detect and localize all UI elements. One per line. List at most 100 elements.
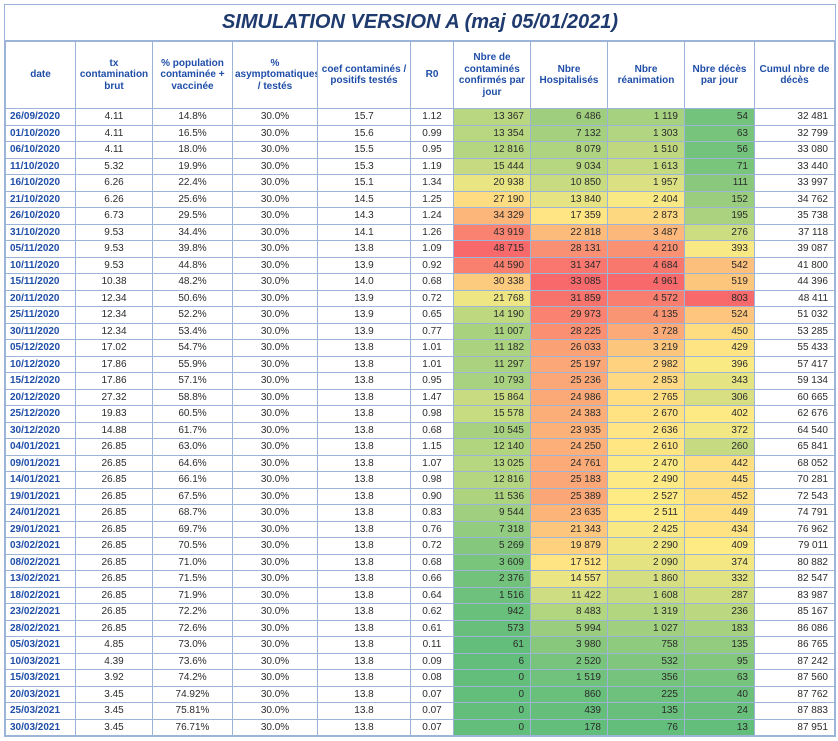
cell: 13 840 [531, 191, 608, 208]
cell: 542 [685, 257, 755, 274]
cell: 28 131 [531, 241, 608, 258]
cell: 15/12/2020 [6, 373, 76, 390]
cell: 75.81% [153, 703, 233, 720]
cell: 26.85 [76, 488, 153, 505]
cell: 16/10/2020 [6, 175, 76, 192]
table-row: 29/01/202126.8569.7%30.0%13.80.767 31821… [6, 521, 835, 538]
cell: 2 425 [608, 521, 685, 538]
cell: 2 090 [608, 554, 685, 571]
cell: 53.4% [153, 323, 233, 340]
cell: 1.19 [411, 158, 454, 175]
cell: 1.25 [411, 191, 454, 208]
cell: 26.85 [76, 571, 153, 588]
cell: 53 285 [755, 323, 835, 340]
cell: 396 [685, 356, 755, 373]
cell: 25 183 [531, 472, 608, 489]
cell: 1.24 [411, 208, 454, 225]
cell: 26.85 [76, 521, 153, 538]
cell: 1 510 [608, 142, 685, 159]
cell: 0.09 [411, 653, 454, 670]
cell: 13.8 [318, 241, 411, 258]
cell: 758 [608, 637, 685, 654]
cell: 10.38 [76, 274, 153, 291]
cell: 65 841 [755, 439, 835, 456]
cell: 0.08 [411, 670, 454, 687]
cell: 2 670 [608, 406, 685, 423]
cell: 11 536 [454, 488, 531, 505]
cell: 1 319 [608, 604, 685, 621]
table-row: 28/02/202126.8572.6%30.0%13.80.615735 99… [6, 620, 835, 637]
cell: 63.0% [153, 439, 233, 456]
table-row: 15/12/202017.8657.1%30.0%13.80.9510 7932… [6, 373, 835, 390]
cell: 57.1% [153, 373, 233, 390]
cell: 306 [685, 389, 755, 406]
cell: 15 578 [454, 406, 531, 423]
cell: 2 520 [531, 653, 608, 670]
cell: 13.8 [318, 488, 411, 505]
cell: 0.66 [411, 571, 454, 588]
cell: 2 636 [608, 422, 685, 439]
cell: 4.39 [76, 653, 153, 670]
header-row: datetx contamination brut% population co… [6, 42, 835, 109]
cell: 13.8 [318, 373, 411, 390]
cell: 445 [685, 472, 755, 489]
cell: 2 290 [608, 538, 685, 555]
cell: 87 951 [755, 719, 835, 736]
cell: 59 134 [755, 373, 835, 390]
cell: 9 544 [454, 505, 531, 522]
table-row: 10/03/20214.3973.6%30.0%13.80.0962 52053… [6, 653, 835, 670]
cell: 0 [454, 719, 531, 736]
cell: 30.0% [233, 125, 318, 142]
cell: 64.6% [153, 455, 233, 472]
cell: 30.0% [233, 191, 318, 208]
cell: 13.9 [318, 290, 411, 307]
cell: 0.95 [411, 373, 454, 390]
cell: 48 715 [454, 241, 531, 258]
cell: 30.0% [233, 620, 318, 637]
cell: 1.07 [411, 455, 454, 472]
cell: 26.85 [76, 439, 153, 456]
cell: 28 225 [531, 323, 608, 340]
cell: 0.07 [411, 686, 454, 703]
cell: 2 982 [608, 356, 685, 373]
cell: 2 511 [608, 505, 685, 522]
cell: 44 396 [755, 274, 835, 291]
cell: 71.5% [153, 571, 233, 588]
cell: 17.86 [76, 373, 153, 390]
cell: 13.8 [318, 455, 411, 472]
cell: 30.0% [233, 142, 318, 159]
table-row: 05/12/202017.0254.7%30.0%13.81.0111 1822… [6, 340, 835, 357]
cell: 11 422 [531, 587, 608, 604]
cell: 5 269 [454, 538, 531, 555]
cell: 08/02/2021 [6, 554, 76, 571]
cell: 30/03/2021 [6, 719, 76, 736]
cell: 29 973 [531, 307, 608, 324]
cell: 13.8 [318, 340, 411, 357]
cell: 12.34 [76, 307, 153, 324]
table-row: 25/11/202012.3452.2%30.0%13.90.6514 1902… [6, 307, 835, 324]
cell: 0.83 [411, 505, 454, 522]
cell: 13.8 [318, 604, 411, 621]
cell: 86 765 [755, 637, 835, 654]
cell: 13.8 [318, 521, 411, 538]
cell: 0.92 [411, 257, 454, 274]
cell: 10 850 [531, 175, 608, 192]
cell: 13.8 [318, 554, 411, 571]
cell: 63 [685, 125, 755, 142]
cell: 0 [454, 703, 531, 720]
cell: 66.1% [153, 472, 233, 489]
cell: 71.0% [153, 554, 233, 571]
cell: 34 329 [454, 208, 531, 225]
cell: 1.26 [411, 224, 454, 241]
cell: 3 980 [531, 637, 608, 654]
cell: 64 540 [755, 422, 835, 439]
cell: 13.8 [318, 620, 411, 637]
cell: 54.7% [153, 340, 233, 357]
cell: 39 087 [755, 241, 835, 258]
cell: 68.7% [153, 505, 233, 522]
cell: 13 [685, 719, 755, 736]
cell: 30.0% [233, 653, 318, 670]
cell: 30.0% [233, 554, 318, 571]
cell: 39.8% [153, 241, 233, 258]
cell: 30.0% [233, 604, 318, 621]
